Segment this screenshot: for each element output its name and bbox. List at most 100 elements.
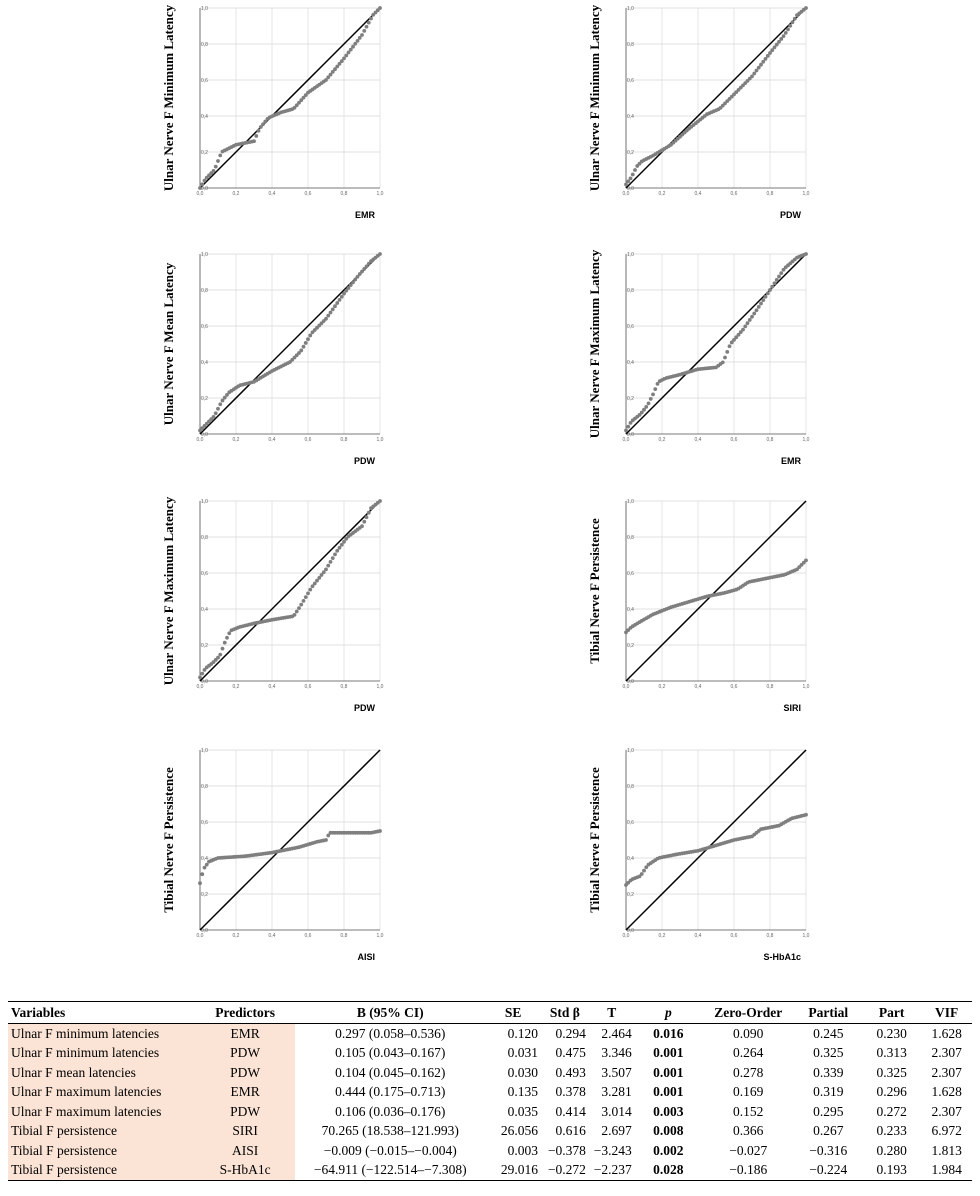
y-tick-label: 0,0	[201, 679, 208, 685]
data-point	[765, 291, 770, 296]
y-tick-label: 0,4	[201, 114, 208, 120]
data-point	[772, 281, 777, 286]
data-point	[642, 407, 646, 412]
cell-std-beta: 0.378	[555, 1084, 586, 1100]
cell-variable: Ulnar F minimum latencies	[8, 1023, 196, 1044]
cell-variable: Ulnar F mean latencies	[8, 1063, 196, 1083]
data-point	[804, 558, 808, 563]
y-tick-label: 0,2	[201, 396, 208, 402]
y-tick-label: 0,4	[201, 360, 208, 366]
data-point	[218, 402, 223, 407]
data-point	[328, 310, 333, 315]
y-tick-label: 0,2	[627, 150, 634, 156]
data-point	[324, 78, 328, 82]
x-tick-label: 0,2	[233, 933, 240, 939]
data-point	[211, 169, 216, 173]
data-point	[768, 51, 772, 55]
data-point	[225, 635, 229, 640]
header-part: Part	[861, 1001, 922, 1024]
cell-variable: Ulnar F maximum latencies	[8, 1082, 196, 1102]
y-tick-label: 1,0	[627, 6, 634, 12]
y-tick-label: 0,2	[627, 892, 634, 898]
cell-zero-order: 0.169	[733, 1084, 764, 1100]
data-point	[628, 421, 633, 425]
cell-b-ci: 0.105 (0.043–0.167)	[335, 1045, 446, 1061]
x-tick-label: 0,2	[659, 437, 666, 443]
y-tick-label: 0,8	[627, 42, 634, 48]
data-point	[765, 54, 770, 58]
cell-predictor: EMR	[195, 1023, 296, 1044]
data-point	[644, 865, 649, 870]
data-point	[362, 267, 367, 271]
data-point	[348, 47, 353, 52]
data-point	[335, 64, 340, 69]
data-point	[804, 6, 808, 10]
reference-line	[199, 749, 381, 931]
cell-se: 0.035	[507, 1103, 538, 1119]
y-tick-label: 0,4	[627, 607, 634, 613]
data-point	[630, 172, 635, 177]
x-tick-label: 0,6	[731, 684, 738, 690]
cell-vif: 6.972	[931, 1123, 962, 1139]
data-point	[357, 272, 362, 276]
data-point	[335, 301, 340, 305]
header-vif: VIF	[921, 1001, 972, 1024]
data-point	[297, 606, 301, 610]
data-point	[357, 36, 362, 40]
data-point	[651, 392, 655, 397]
x-axis-label: S-HbA1c	[763, 952, 801, 962]
reference-line	[199, 7, 381, 189]
x-tick-label: 0,8	[341, 933, 348, 939]
data-point	[763, 294, 768, 299]
data-point	[747, 318, 752, 322]
data-point	[200, 182, 205, 187]
header-se: SE	[485, 1001, 541, 1024]
table-header-row: Variables Predictors B (95% CI) SE Std β…	[8, 1001, 972, 1024]
reference-line	[625, 253, 807, 435]
data-point	[378, 252, 382, 256]
cell-p: 0.001	[653, 1045, 684, 1061]
y-tick-label: 0,4	[201, 856, 208, 862]
data-point	[644, 404, 649, 409]
y-tick-label: 0,8	[201, 42, 208, 48]
x-tick-label: 0,6	[305, 684, 312, 690]
data-point	[337, 545, 342, 550]
data-point	[213, 164, 218, 169]
x-axis-label: SIRI	[783, 703, 801, 713]
data-point	[366, 261, 371, 266]
x-tick-label: 0,0	[623, 684, 630, 690]
data-point	[360, 269, 364, 274]
y-axis-label: Ulnar Nerve F Maximum Latency	[587, 249, 602, 438]
x-tick-label: 1,0	[377, 437, 384, 443]
chart-panel-7: 0,0 0,2 0,4 0,6 0,8 1,0 0,0 0,2 0,4 0,6 0,8 1,0 Tibi…	[160, 742, 400, 978]
x-tick-label: 0,4	[269, 684, 276, 690]
data-point	[779, 37, 784, 41]
cell-zero-order: 0.152	[733, 1103, 764, 1119]
header-std-beta: Std β	[540, 1001, 589, 1024]
cell-partial: −0.224	[794, 1160, 862, 1181]
cell-std-beta: 0.294	[555, 1025, 586, 1041]
reference-line	[625, 749, 807, 931]
cell-vif: 1.984	[921, 1160, 972, 1181]
data-point	[378, 499, 382, 503]
data-point	[770, 284, 775, 289]
data-point	[364, 264, 369, 269]
data-point	[317, 575, 322, 580]
y-tick-label: 0,2	[201, 643, 208, 649]
data-point	[263, 119, 268, 124]
data-point	[774, 42, 779, 47]
data-point	[761, 298, 766, 303]
x-axis-label: PDW	[354, 703, 376, 713]
data-point	[786, 27, 790, 32]
y-tick-label: 0,2	[201, 150, 208, 156]
y-tick-label: 0,4	[627, 360, 634, 366]
data-point	[626, 179, 631, 184]
data-point	[624, 428, 628, 433]
cell-p: 0.001	[653, 1064, 684, 1080]
data-point	[777, 274, 781, 279]
cell-variable: Tibial F persistence	[8, 1141, 196, 1161]
y-axis-label: Tibial Nerve F Persistence	[587, 518, 602, 664]
data-point	[353, 41, 358, 46]
table-row: Tibial F persistence AISI −0.009 (−0.015–−…	[8, 1141, 972, 1161]
data-point	[324, 316, 328, 321]
